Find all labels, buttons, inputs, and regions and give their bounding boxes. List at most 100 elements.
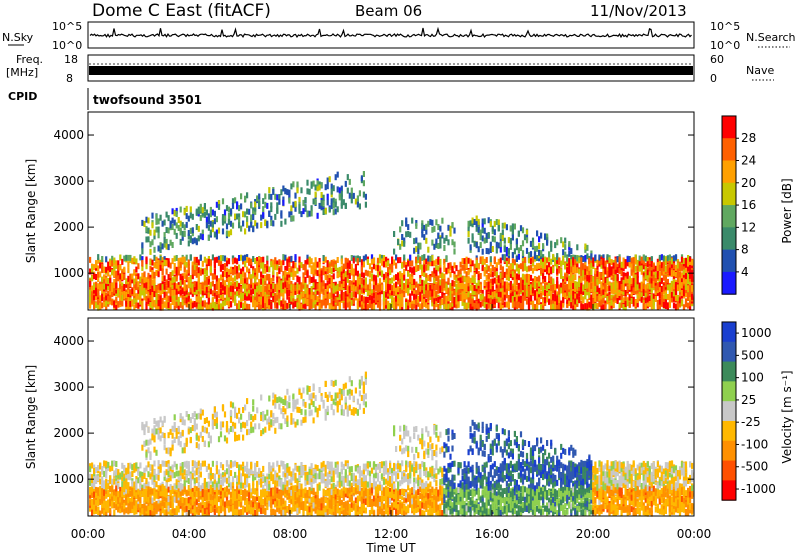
echo-cell: [121, 270, 124, 277]
echo-cell: [173, 276, 176, 283]
echo-cell: [211, 254, 214, 261]
echo-cell: [298, 298, 301, 305]
echo-cell: [443, 298, 446, 305]
echo-cell: [521, 300, 525, 307]
echo-cell: [461, 295, 464, 302]
echo-cell: [103, 301, 106, 308]
echo-cell: [211, 280, 214, 287]
echo-cell: [358, 289, 361, 296]
echo-cell: [560, 300, 563, 307]
echo-cell: [612, 275, 615, 282]
echo-cell: [244, 228, 247, 235]
echo-cell: [264, 279, 267, 285]
echo-cell: [572, 267, 575, 273]
echo-cell: [415, 222, 418, 229]
echo-cell: [316, 180, 319, 187]
echo-cell: [242, 277, 245, 284]
echo-cell: [205, 270, 208, 277]
echo-cell: [463, 302, 466, 309]
echo-cell: [189, 227, 192, 234]
echo-cell: [558, 297, 561, 304]
echo-cell: [244, 195, 247, 202]
echo-cell: [221, 255, 225, 262]
echo-cell: [495, 247, 498, 254]
echo-cell: [473, 272, 476, 279]
echo-cell: [477, 271, 480, 277]
echo-cell: [507, 254, 510, 261]
echo-cell: [546, 291, 549, 298]
echo-cell: [109, 282, 112, 289]
echo-cell: [318, 291, 321, 298]
echo-cell: [227, 230, 231, 237]
echo-cell: [324, 266, 327, 273]
echo-cell: [370, 296, 374, 302]
echo-cell: [471, 260, 474, 267]
echo-cell: [509, 225, 512, 232]
echo-cell: [421, 254, 424, 261]
echo-cell: [529, 289, 533, 296]
echo-cell: [542, 286, 545, 293]
echo-cell: [507, 285, 510, 291]
echo-cell: [304, 260, 307, 267]
echo-cell: [433, 273, 436, 280]
echo-cell: [580, 286, 583, 293]
echo-cell: [310, 302, 313, 309]
echo-cell: [145, 282, 148, 289]
echo-cell: [556, 282, 559, 289]
echo-cell: [97, 298, 100, 305]
echo-cell: [246, 277, 249, 284]
echo-cell: [594, 302, 597, 309]
echo-cell: [97, 291, 100, 298]
echo-cell: [473, 277, 476, 284]
echo-cell: [201, 229, 204, 236]
echo-cell: [147, 298, 150, 305]
echo-cell: [429, 275, 432, 282]
echo-cell: [195, 288, 198, 295]
echo-cell: [497, 258, 500, 265]
echo-cell: [395, 289, 398, 296]
echo-cell: [552, 303, 555, 310]
echo-cell: [536, 286, 539, 293]
echo-cell: [113, 279, 116, 285]
echo-cell: [467, 269, 470, 276]
echo-cell: [113, 301, 116, 308]
echo-cell: [503, 246, 506, 253]
echo-cell: [491, 235, 494, 242]
echo-cell: [173, 263, 176, 269]
echo-cell: [552, 293, 555, 300]
echo-cell: [550, 278, 553, 285]
echo-cell: [163, 283, 166, 290]
echo-cell: [171, 208, 174, 215]
echo-cell: [256, 292, 259, 299]
echo-cell: [417, 286, 420, 293]
echo-cell: [435, 275, 438, 282]
echo-cell: [389, 280, 392, 287]
echo-cell: [588, 282, 591, 289]
echo-cell: [358, 278, 361, 285]
echo-cell: [552, 287, 555, 294]
echo-cell: [546, 257, 549, 264]
echo-cell: [101, 265, 104, 272]
echo-cell: [270, 261, 273, 268]
echo-cell: [654, 296, 657, 302]
echo-cell: [276, 276, 279, 283]
echo-cell: [538, 236, 541, 243]
echo-cell: [471, 289, 474, 296]
echo-cell: [642, 282, 645, 289]
echo-cell: [469, 266, 472, 273]
echo-cell: [300, 285, 303, 292]
echo-cell: [175, 222, 178, 229]
echo-cell: [129, 297, 132, 304]
echo-cell: [453, 227, 456, 234]
echo-cell: [421, 302, 424, 309]
echo-cell: [556, 260, 559, 267]
echo-cell: [153, 254, 156, 261]
echo-cell: [362, 191, 365, 198]
echo-cell: [272, 269, 275, 276]
echo-cell: [431, 219, 434, 226]
echo-cell: [475, 241, 478, 248]
echo-cell: [129, 289, 132, 296]
echo-cell: [294, 262, 297, 269]
echo-cell: [262, 283, 265, 290]
echo-cell: [477, 303, 480, 310]
